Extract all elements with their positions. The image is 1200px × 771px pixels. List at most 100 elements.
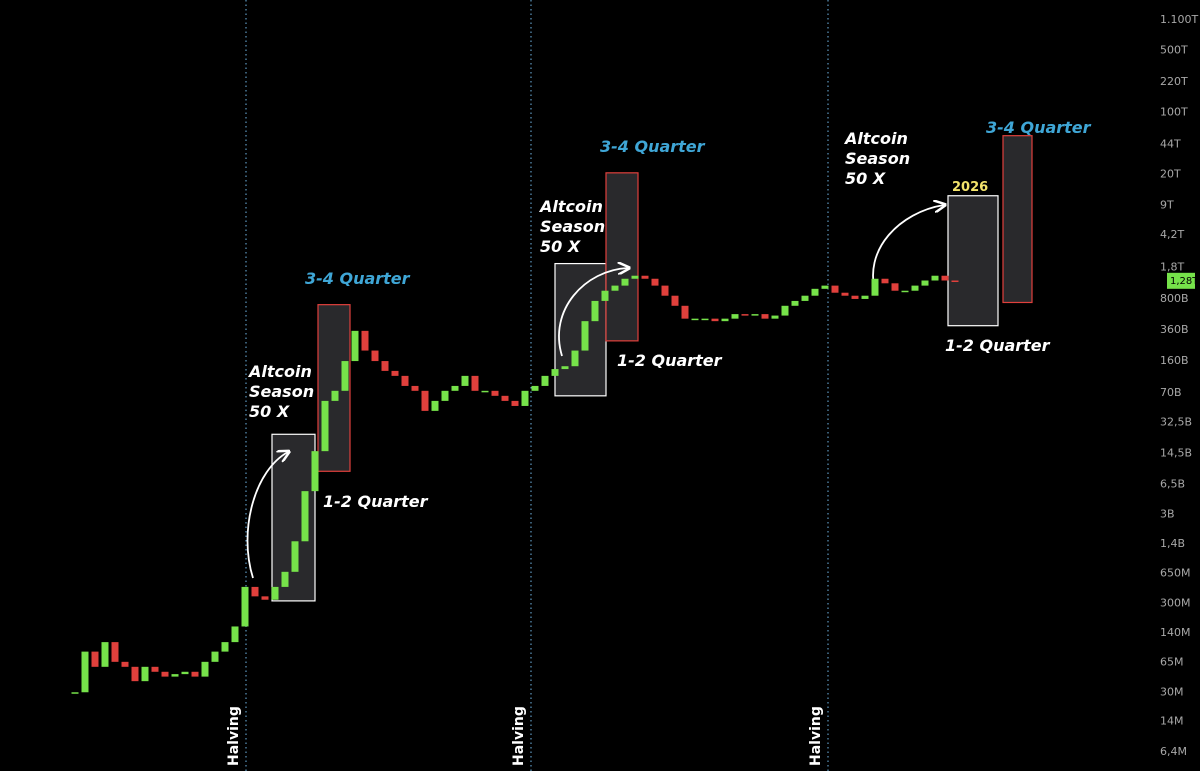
season-label: Altcoin [538, 197, 603, 216]
candle [151, 666, 159, 672]
candle [681, 305, 689, 319]
y-tick-label: 14,5B [1160, 447, 1192, 460]
y-tick-label: 160B [1160, 354, 1189, 367]
candle [631, 275, 639, 279]
candle [881, 278, 889, 284]
candle [131, 666, 139, 682]
y-tick-label: 1,4B [1160, 537, 1185, 550]
candle [331, 390, 339, 401]
candle [841, 292, 849, 296]
candle [651, 278, 659, 286]
y-tick-label: 14M [1160, 715, 1184, 728]
y-tick-label: 44T [1160, 137, 1181, 150]
red-box [605, 172, 639, 342]
season-label: 50 X [249, 402, 290, 421]
halving-label: Halving [226, 706, 242, 766]
candle [751, 314, 759, 316]
candle [811, 288, 819, 296]
upper-label: 3-4 Quarter [600, 137, 706, 156]
candle [641, 275, 649, 279]
candle [221, 642, 229, 652]
candle [421, 390, 429, 411]
y-tick-label: 70B [1160, 386, 1182, 399]
halving-label: Halving [808, 706, 824, 766]
candle [121, 661, 129, 667]
candle [701, 318, 709, 321]
price-tag [1167, 272, 1195, 289]
candle [531, 385, 539, 391]
candle [251, 586, 259, 597]
candle [391, 370, 399, 376]
season-label: 50 X [540, 237, 581, 256]
arrow [246, 452, 289, 579]
candle [561, 366, 569, 370]
candle [791, 300, 799, 306]
candle [361, 330, 369, 351]
year-label: 2026 [952, 180, 988, 195]
candle [101, 642, 109, 667]
candle [461, 375, 469, 386]
lower-label: 1-2 Quarter [617, 351, 723, 370]
white-box [947, 195, 999, 327]
candle [491, 390, 499, 396]
candle [501, 395, 509, 401]
y-tick-label: 650M [1160, 567, 1191, 580]
y-tick-label: 300M [1160, 596, 1191, 609]
candle [551, 369, 559, 376]
candle [721, 318, 729, 322]
candle [281, 571, 289, 587]
candle [481, 390, 489, 393]
candle [91, 651, 99, 667]
candle [741, 314, 749, 316]
candle [451, 385, 459, 391]
y-tick-label: 100T [1160, 106, 1188, 119]
season-label: Season [249, 382, 314, 401]
y-tick-label: 6,4M [1160, 745, 1187, 758]
candle [231, 626, 239, 643]
lower-label: 1-2 Quarter [323, 492, 429, 511]
candle [861, 295, 869, 299]
candle [321, 400, 329, 452]
candle [581, 321, 589, 351]
y-tick-label: 360B [1160, 323, 1189, 336]
candle [211, 651, 219, 662]
candle [291, 541, 299, 572]
candle [591, 300, 599, 322]
candle [601, 290, 609, 301]
arrow [558, 268, 628, 357]
candle [191, 671, 199, 677]
candle [921, 280, 929, 286]
candle [431, 400, 439, 411]
candle [311, 451, 319, 492]
candle [711, 318, 719, 322]
candle [821, 285, 829, 289]
candle [831, 285, 839, 293]
candle [381, 361, 389, 371]
season-label: Season [540, 217, 605, 236]
candle [341, 361, 349, 391]
y-tick-label: 9T [1160, 199, 1174, 212]
candle [181, 671, 189, 675]
candle [261, 596, 269, 600]
candle [81, 651, 89, 693]
candle [141, 666, 149, 682]
candle [871, 278, 879, 296]
candle [761, 314, 769, 319]
y-tick-label: 220T [1160, 75, 1188, 88]
season-label: Season [845, 149, 910, 168]
candle [801, 295, 809, 301]
candle [671, 295, 679, 306]
candle [941, 275, 949, 281]
season-label: Altcoin [247, 362, 312, 381]
halving-label: Halving [511, 706, 527, 766]
candle [161, 671, 169, 677]
y-tick-label: 65M [1160, 655, 1184, 668]
candle [931, 275, 939, 281]
y-tick-label: 1,8T [1160, 261, 1184, 274]
season-label: 50 X [845, 169, 886, 188]
candle [781, 305, 789, 316]
candle [111, 642, 119, 662]
candle [201, 661, 209, 677]
candle [911, 285, 919, 291]
candle [351, 330, 359, 362]
